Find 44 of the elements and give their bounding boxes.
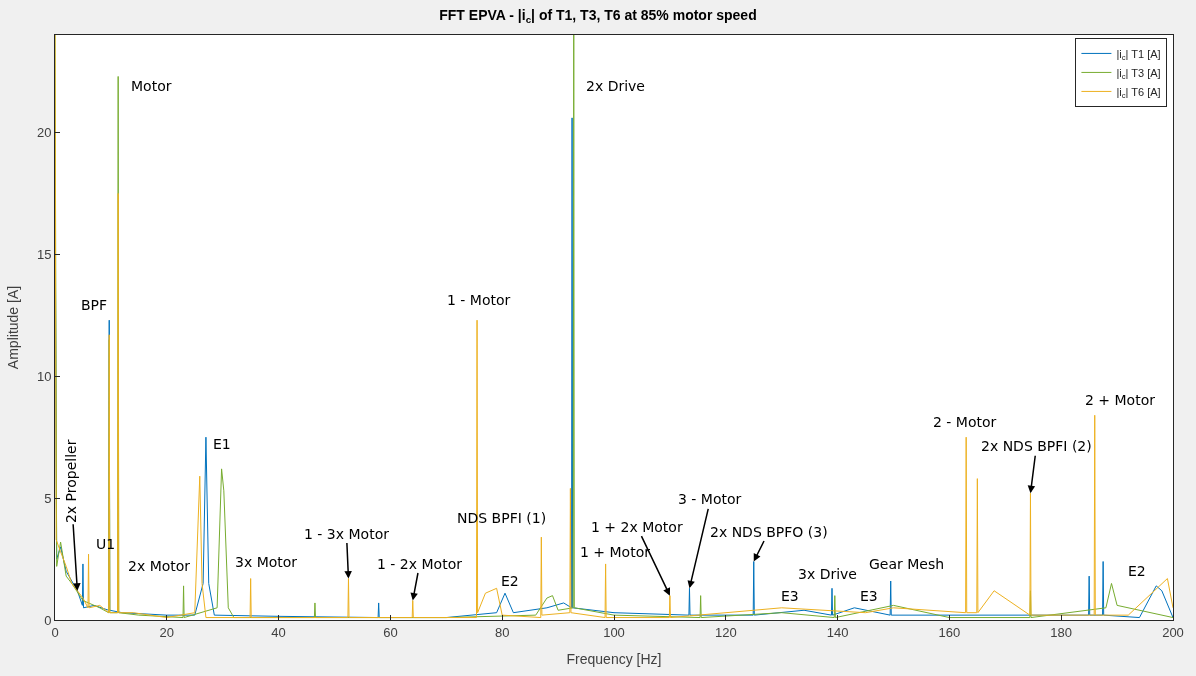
y-tick-label: 5 — [44, 490, 52, 506]
annotation: 2x NDS BPFO (3) — [710, 524, 828, 540]
annotation: 1 + Motor — [580, 544, 651, 560]
chart-title: FFT EPVA - |i$_{c}$| of T1, T3, T6 at 85% motor speed — [439, 6, 757, 25]
y-tick-label: 0 — [44, 612, 52, 628]
annotation: 1 - Motor — [447, 292, 511, 308]
legend-label: |i$_{c}$| T3 [A] — [1116, 66, 1161, 82]
annotation: E2 — [501, 573, 519, 589]
x-tick-label: 20 — [159, 624, 175, 640]
annotation: E3 — [781, 588, 799, 604]
x-tick-label: 200 — [1162, 624, 1184, 640]
y-tick-label: 15 — [36, 246, 52, 262]
x-axis-title: Frequency [Hz] — [566, 650, 662, 667]
annotation: Gear Mesh — [869, 556, 945, 572]
x-tick-label: 60 — [383, 624, 398, 640]
annotation: 2x Propeller — [62, 439, 79, 524]
x-tick-label: 160 — [938, 624, 961, 640]
annotation: 2 - Motor — [933, 414, 997, 430]
annotation: 1 - 3x Motor — [304, 526, 390, 542]
x-tick-label: 100 — [603, 624, 625, 640]
annotation: Motor — [131, 78, 172, 94]
annotation: 2x NDS BPFI (2) — [981, 438, 1092, 454]
x-tick-label: 80 — [494, 624, 510, 640]
annotation: 3x Drive — [798, 566, 857, 582]
annotation: 2x Drive — [586, 78, 645, 94]
annotation: 2x Motor — [128, 558, 191, 574]
x-tick-label: 40 — [271, 624, 286, 640]
annotation: E2 — [1128, 563, 1146, 579]
x-tick-label: 180 — [1050, 624, 1073, 640]
x-tick-label: 120 — [714, 624, 737, 640]
legend-label: |i$_{c}$| T6 [A] — [1116, 85, 1161, 101]
annotation: 1 - 2x Motor — [377, 556, 463, 572]
annotation: E3 — [860, 588, 878, 604]
annotation: 1 + 2x Motor — [591, 519, 683, 535]
y-axis-title: Amplitude [A] — [4, 285, 21, 370]
annotation: 3 - Motor — [678, 491, 742, 507]
y-tick-label: 20 — [36, 125, 52, 141]
annotation: 3x Motor — [235, 554, 298, 570]
annotation: BPF — [81, 297, 108, 313]
annotation: E1 — [213, 436, 231, 452]
annotation: 2 + Motor — [1085, 392, 1156, 408]
x-tick-label: 140 — [826, 624, 849, 640]
legend-label: |i$_{c}$| T1 [A] — [1116, 47, 1161, 63]
y-tick-label: 10 — [36, 368, 52, 384]
